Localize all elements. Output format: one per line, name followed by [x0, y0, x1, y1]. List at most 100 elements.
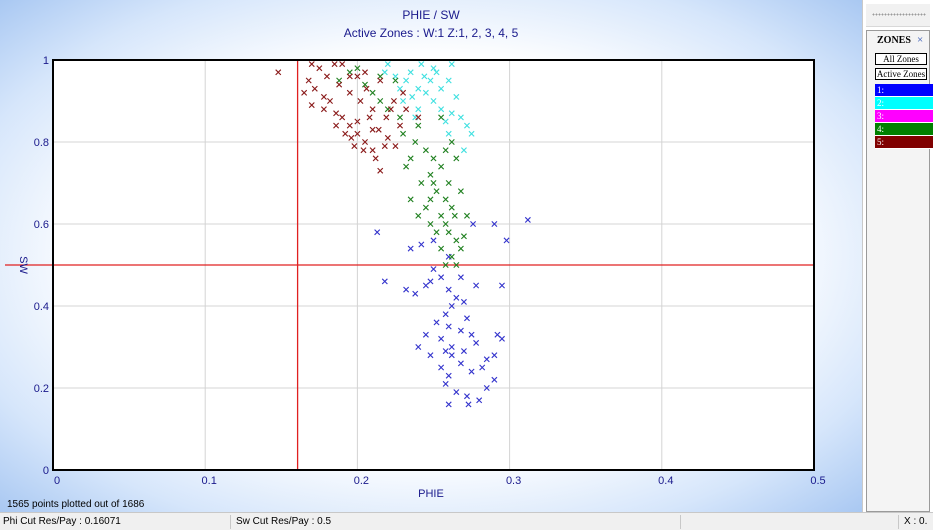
data-point-zone-4 [442, 147, 449, 154]
data-point-zone-4 [438, 212, 445, 219]
data-point-zone-1 [415, 344, 422, 350]
data-points [275, 61, 531, 408]
data-point-zone-5 [275, 69, 282, 76]
x-tick-label: 0 [54, 475, 60, 487]
data-point-zone-5 [320, 106, 327, 113]
chart-subtitle: Active Zones : W:1 Z:1, 2, 3, 4, 5 [344, 26, 519, 40]
data-point-zone-1 [430, 237, 437, 244]
data-point-zone-1 [407, 245, 414, 252]
panel-drag-handle[interactable] [866, 4, 930, 27]
data-point-zone-4 [451, 212, 458, 219]
data-point-zone-5 [387, 106, 394, 113]
data-point-zone-5 [308, 102, 315, 109]
data-point-zone-2 [430, 98, 437, 104]
zones-panel: ZONES × All Zones Active Zones 1: 2: 3: … [862, 0, 933, 512]
data-point-zone-1 [412, 290, 419, 297]
close-icon[interactable]: × [917, 34, 924, 46]
x-tick-labels: 0 0.1 0.2 0.3 0.4 0.5 [54, 475, 826, 487]
data-point-zone-5 [362, 139, 368, 145]
data-point-zone-5 [362, 69, 368, 76]
y-tick-label: 1 [43, 55, 49, 67]
data-point-zone-1 [470, 221, 477, 227]
data-point-zone-1 [483, 385, 490, 391]
data-point-zone-1 [445, 323, 452, 330]
data-point-zone-4 [369, 89, 376, 96]
zones-legend: ZONES × All Zones Active Zones 1: 2: 3: … [866, 30, 933, 512]
zone-item-4[interactable]: 4: [875, 123, 933, 136]
data-point-zone-4 [422, 204, 429, 211]
data-point-zone-5 [320, 93, 327, 100]
data-point-zone-4 [362, 81, 368, 88]
data-point-zone-4 [453, 237, 460, 244]
data-point-zone-4 [438, 245, 445, 252]
phi-cut-status: Phi Cut Res/Pay : 0.16071 [3, 516, 121, 527]
data-point-zone-1 [465, 401, 472, 408]
chart-title: PHIE / SW [402, 8, 460, 22]
status-bar: Phi Cut Res/Pay : 0.16071 Sw Cut Res/Pay… [0, 512, 933, 530]
y-tick-label: 0 [43, 465, 49, 477]
data-point-zone-5 [301, 89, 308, 96]
data-point-zone-5 [311, 85, 318, 92]
data-point-zone-4 [445, 229, 452, 236]
data-point-zone-4 [427, 196, 434, 203]
data-point-zone-5 [316, 65, 323, 72]
data-point-zone-5 [354, 118, 361, 125]
data-point-zone-1 [460, 298, 467, 305]
data-point-zone-4 [448, 204, 455, 211]
data-point-zone-1 [374, 229, 381, 236]
data-point-zone-4 [397, 114, 404, 121]
y-tick-label: 0.6 [34, 219, 49, 231]
scatter-chart[interactable]: PHIE / SW Active Zones : W:1 Z:1, 2, 3, … [0, 0, 862, 512]
data-point-zone-1 [381, 278, 388, 285]
data-point-zone-2 [438, 106, 445, 113]
data-point-zone-5 [305, 77, 312, 84]
data-point-zone-5 [369, 126, 376, 133]
data-point-zone-5 [348, 134, 355, 141]
zone-item-1[interactable]: 1: [875, 84, 933, 97]
data-point-zone-4 [354, 65, 361, 72]
active-zones-button[interactable]: Active Zones [875, 68, 927, 80]
data-point-zone-1 [445, 401, 452, 408]
x-tick-label: 0.1 [202, 475, 217, 487]
data-point-zone-5 [415, 114, 422, 121]
data-point-zone-4 [427, 221, 434, 227]
zone-item-3[interactable]: 3: [875, 110, 933, 123]
data-point-zone-5 [381, 143, 388, 150]
data-point-zone-1 [438, 335, 445, 342]
data-point-zone-4 [415, 212, 422, 219]
data-point-zone-4 [453, 262, 460, 268]
data-point-zone-5 [333, 110, 340, 117]
data-point-zone-5 [336, 81, 343, 88]
data-point-zone-1 [491, 352, 498, 359]
data-point-zone-4 [457, 245, 464, 252]
data-point-zone-5 [333, 122, 340, 129]
status-divider [680, 515, 681, 529]
x-axis-label: PHIE [418, 488, 444, 500]
data-point-zone-2 [400, 98, 407, 104]
data-point-zone-4 [448, 139, 455, 145]
data-point-zone-1 [460, 348, 467, 355]
data-point-zone-2 [418, 61, 425, 68]
y-tick-labels: 0 0.2 0.4 0.6 0.8 1 [34, 55, 49, 477]
data-point-zone-5 [339, 114, 346, 121]
data-point-zone-2 [457, 114, 464, 121]
data-point-zone-2 [430, 65, 437, 72]
data-point-zone-2 [415, 106, 422, 113]
data-point-zone-2 [445, 77, 452, 84]
plot-frame [52, 59, 815, 471]
y-tick-label: 0.8 [34, 137, 49, 149]
data-point-zone-2 [427, 77, 434, 84]
data-point-zone-1 [453, 294, 460, 301]
data-point-zone-1 [457, 327, 464, 334]
data-point-zone-4 [415, 122, 422, 129]
zone-item-2[interactable]: 2: [875, 97, 933, 110]
data-point-zone-4 [407, 155, 414, 162]
data-point-zone-5 [354, 130, 361, 137]
plot-area[interactable]: PHIE / SW Active Zones : W:1 Z:1, 2, 3, … [0, 0, 862, 512]
cutoff-lines [5, 60, 814, 470]
zone-item-5[interactable]: 5: [875, 136, 933, 149]
all-zones-button[interactable]: All Zones [875, 53, 927, 65]
data-point-zone-4 [438, 114, 445, 121]
data-point-zone-5 [327, 98, 333, 104]
points-plotted-note: 1565 points plotted out of 1686 [7, 499, 145, 510]
